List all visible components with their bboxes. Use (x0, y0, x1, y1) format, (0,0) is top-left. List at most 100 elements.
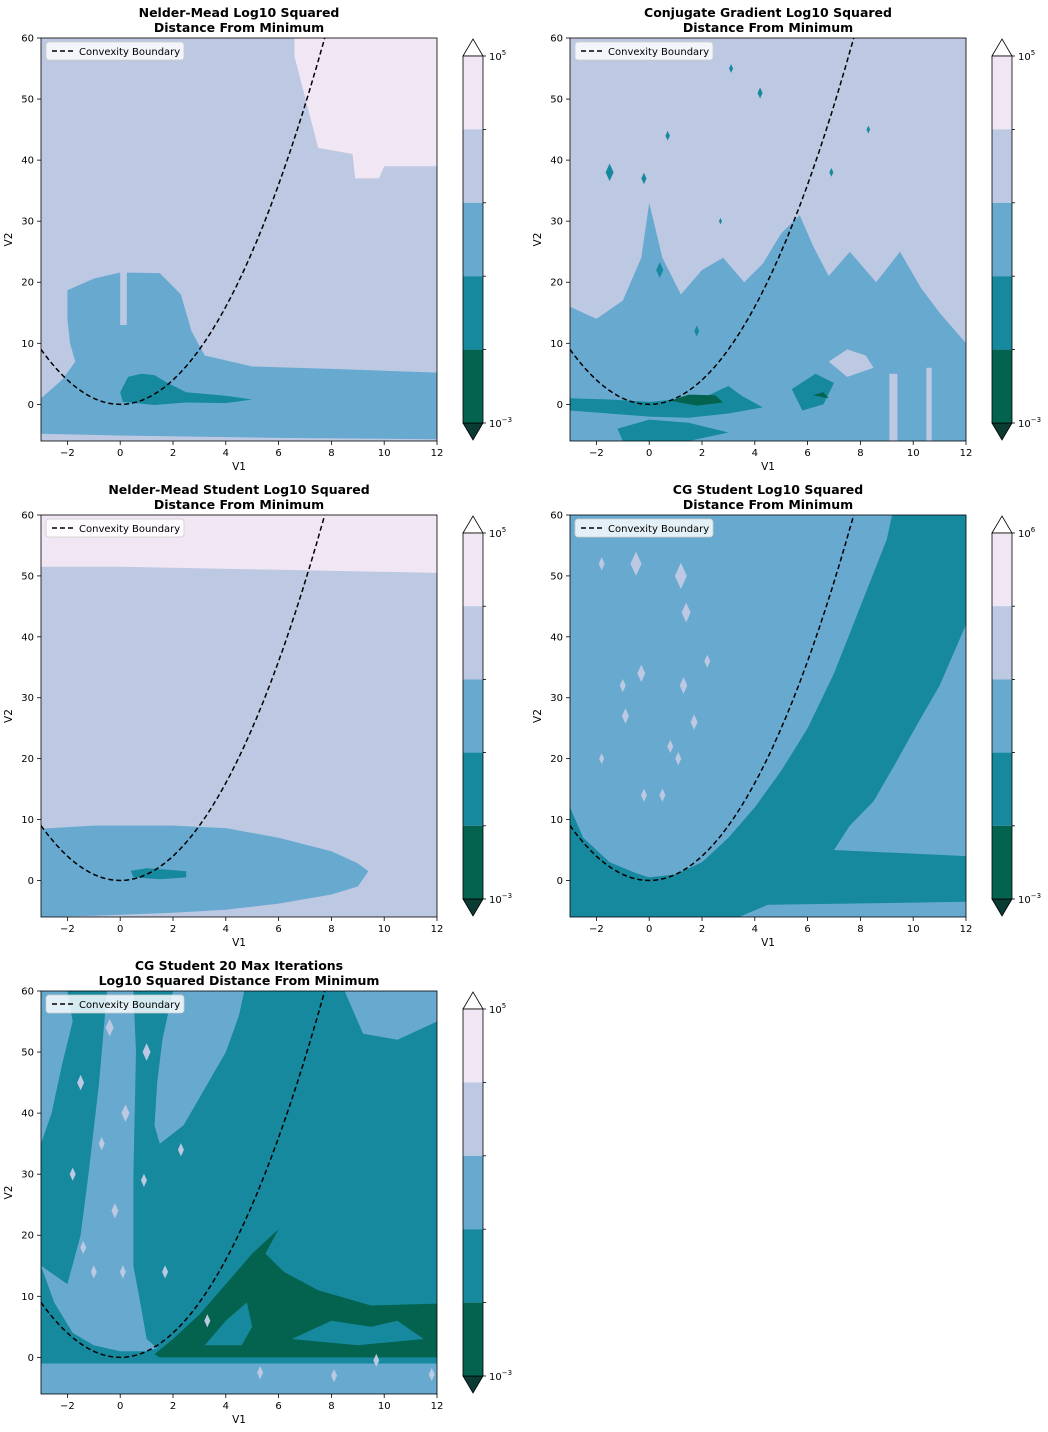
chart-panel-2: −2 0 2 4 6 8 10 12 0 10 20 30 40 50 60 V1 V2 Conjugate Gr… (532, 5, 1041, 473)
colorbar-min-exponent: −3 (502, 892, 512, 900)
x-tick-label: 0 (117, 924, 123, 935)
y-tick-label: 10 (21, 339, 34, 350)
colorbar-segment (992, 129, 1012, 203)
y-tick-label: 40 (550, 156, 563, 167)
colorbar-min-exponent: −3 (1031, 892, 1041, 900)
x-tick-label: −2 (60, 448, 75, 459)
convexity-boundary-line (41, 38, 326, 406)
colorbar-segment (463, 129, 483, 203)
x-tick-label: 6 (804, 924, 810, 935)
x-tick-label: 0 (646, 448, 652, 459)
y-tick-label: 20 (550, 278, 563, 289)
colorbar-segment (463, 1229, 483, 1303)
y-tick-label: 0 (28, 400, 34, 411)
colorbar-extend-max (462, 991, 484, 1010)
plot-area (41, 38, 437, 441)
legend: Convexity Boundary (45, 518, 185, 538)
axes-frame (40, 990, 438, 1395)
contour-region (670, 394, 724, 406)
x-tick-label: 8 (328, 924, 334, 935)
colorbar-segment (463, 202, 483, 277)
y-tick-label: 40 (21, 632, 34, 643)
y-tick-label: 20 (21, 278, 34, 289)
colorbar-max-label: 105 (489, 1002, 506, 1016)
x-tick-label: −2 (589, 448, 604, 459)
colorbar-segment (463, 1009, 483, 1083)
legend: Convexity Boundary (45, 41, 185, 61)
contour-speck (373, 1353, 380, 1368)
colorbar: 105 10−3 (462, 515, 512, 917)
colorbar-segment (463, 825, 483, 899)
y-tick-label: 40 (21, 156, 34, 167)
contour-speck (77, 1074, 85, 1091)
chart-title: Nelder-Mead Log10 Squared (139, 5, 340, 20)
y-tick-label: 50 (550, 95, 563, 106)
convexity-boundary-line (570, 515, 855, 882)
colorbar-segment (992, 349, 1012, 423)
y-tick-label: 0 (28, 1353, 34, 1364)
colorbar-extend-min (991, 422, 1013, 441)
contour-speck (656, 262, 664, 278)
colorbar-extend-max (991, 38, 1013, 57)
colorbar-extend-min (991, 898, 1013, 917)
contour-speck (665, 130, 670, 141)
colorbar-frame (462, 55, 484, 424)
x-tick-label: 4 (752, 448, 758, 459)
contour-speck (690, 714, 698, 730)
y-tick-label: 50 (21, 95, 34, 106)
y-tick-label: 30 (21, 1170, 34, 1181)
y-tick-label: 40 (550, 632, 563, 643)
colorbar: 105 10−3 (462, 38, 512, 441)
contour-speck (674, 562, 687, 590)
contour-region (130, 868, 187, 880)
x-axis-label: V1 (232, 461, 246, 473)
y-tick-label: 40 (21, 1109, 34, 1120)
y-axis-label: V2 (3, 1186, 15, 1200)
chart-panel-3: −2 0 2 4 6 8 10 12 0 10 20 30 40 50 60 V1 V2 Nelder-Mead … (3, 482, 512, 949)
chart-title: Nelder-Mead Student Log10 Squared (108, 482, 369, 497)
contour-speck (694, 325, 700, 337)
chart-panel-4: −2 0 2 4 6 8 10 12 0 10 20 30 40 50 60 V1 V2 CG Student L… (532, 482, 1041, 949)
colorbar-segment (463, 1155, 483, 1230)
contour-speck (142, 1043, 151, 1061)
colorbar-extend-max (991, 515, 1013, 534)
x-tick-label: −2 (60, 924, 75, 935)
contour-speck (757, 87, 763, 99)
colorbar-segment (992, 202, 1012, 277)
contour-speck (679, 677, 688, 694)
x-tick-label: 2 (699, 448, 705, 459)
contour-region (291, 1320, 424, 1346)
chart-title-line-2: Distance From Minimum (154, 497, 324, 512)
y-axis-label: V2 (3, 233, 15, 247)
contour-region (154, 991, 245, 1144)
contour-speck (98, 1137, 105, 1151)
colorbar-min-label: 10−3 (489, 892, 512, 906)
x-tick-label: 0 (117, 1401, 123, 1412)
colorbar-min-label: 10−3 (489, 1369, 512, 1383)
contour-speck (257, 1366, 264, 1380)
contour-region (204, 1302, 253, 1346)
legend-entry: Convexity Boundary (79, 47, 180, 58)
x-tick-label: −2 (60, 1401, 75, 1412)
colorbar-segment (992, 825, 1012, 899)
y-tick-label: 0 (28, 876, 34, 887)
contour-speck (119, 1265, 126, 1279)
contour-region (41, 825, 369, 917)
colorbar-max-exponent: 5 (502, 1002, 506, 1010)
chart-title-line-2: Distance From Minimum (154, 20, 324, 35)
chart-title: CG Student 20 Max Iterations (135, 958, 343, 973)
x-tick-label: 10 (907, 924, 920, 935)
contour-region (791, 373, 834, 411)
convexity-boundary-line (570, 38, 855, 406)
contour-region (120, 271, 127, 325)
colorbar-segment (463, 606, 483, 680)
x-tick-label: 2 (170, 924, 176, 935)
colorbar-segment (463, 349, 483, 423)
contour-speck (121, 1104, 130, 1122)
y-tick-label: 50 (21, 1048, 34, 1059)
contour-speck (866, 125, 871, 134)
colorbar-max-exponent: 5 (502, 49, 506, 57)
contour-region (41, 991, 158, 1352)
y-tick-label: 60 (550, 511, 563, 522)
